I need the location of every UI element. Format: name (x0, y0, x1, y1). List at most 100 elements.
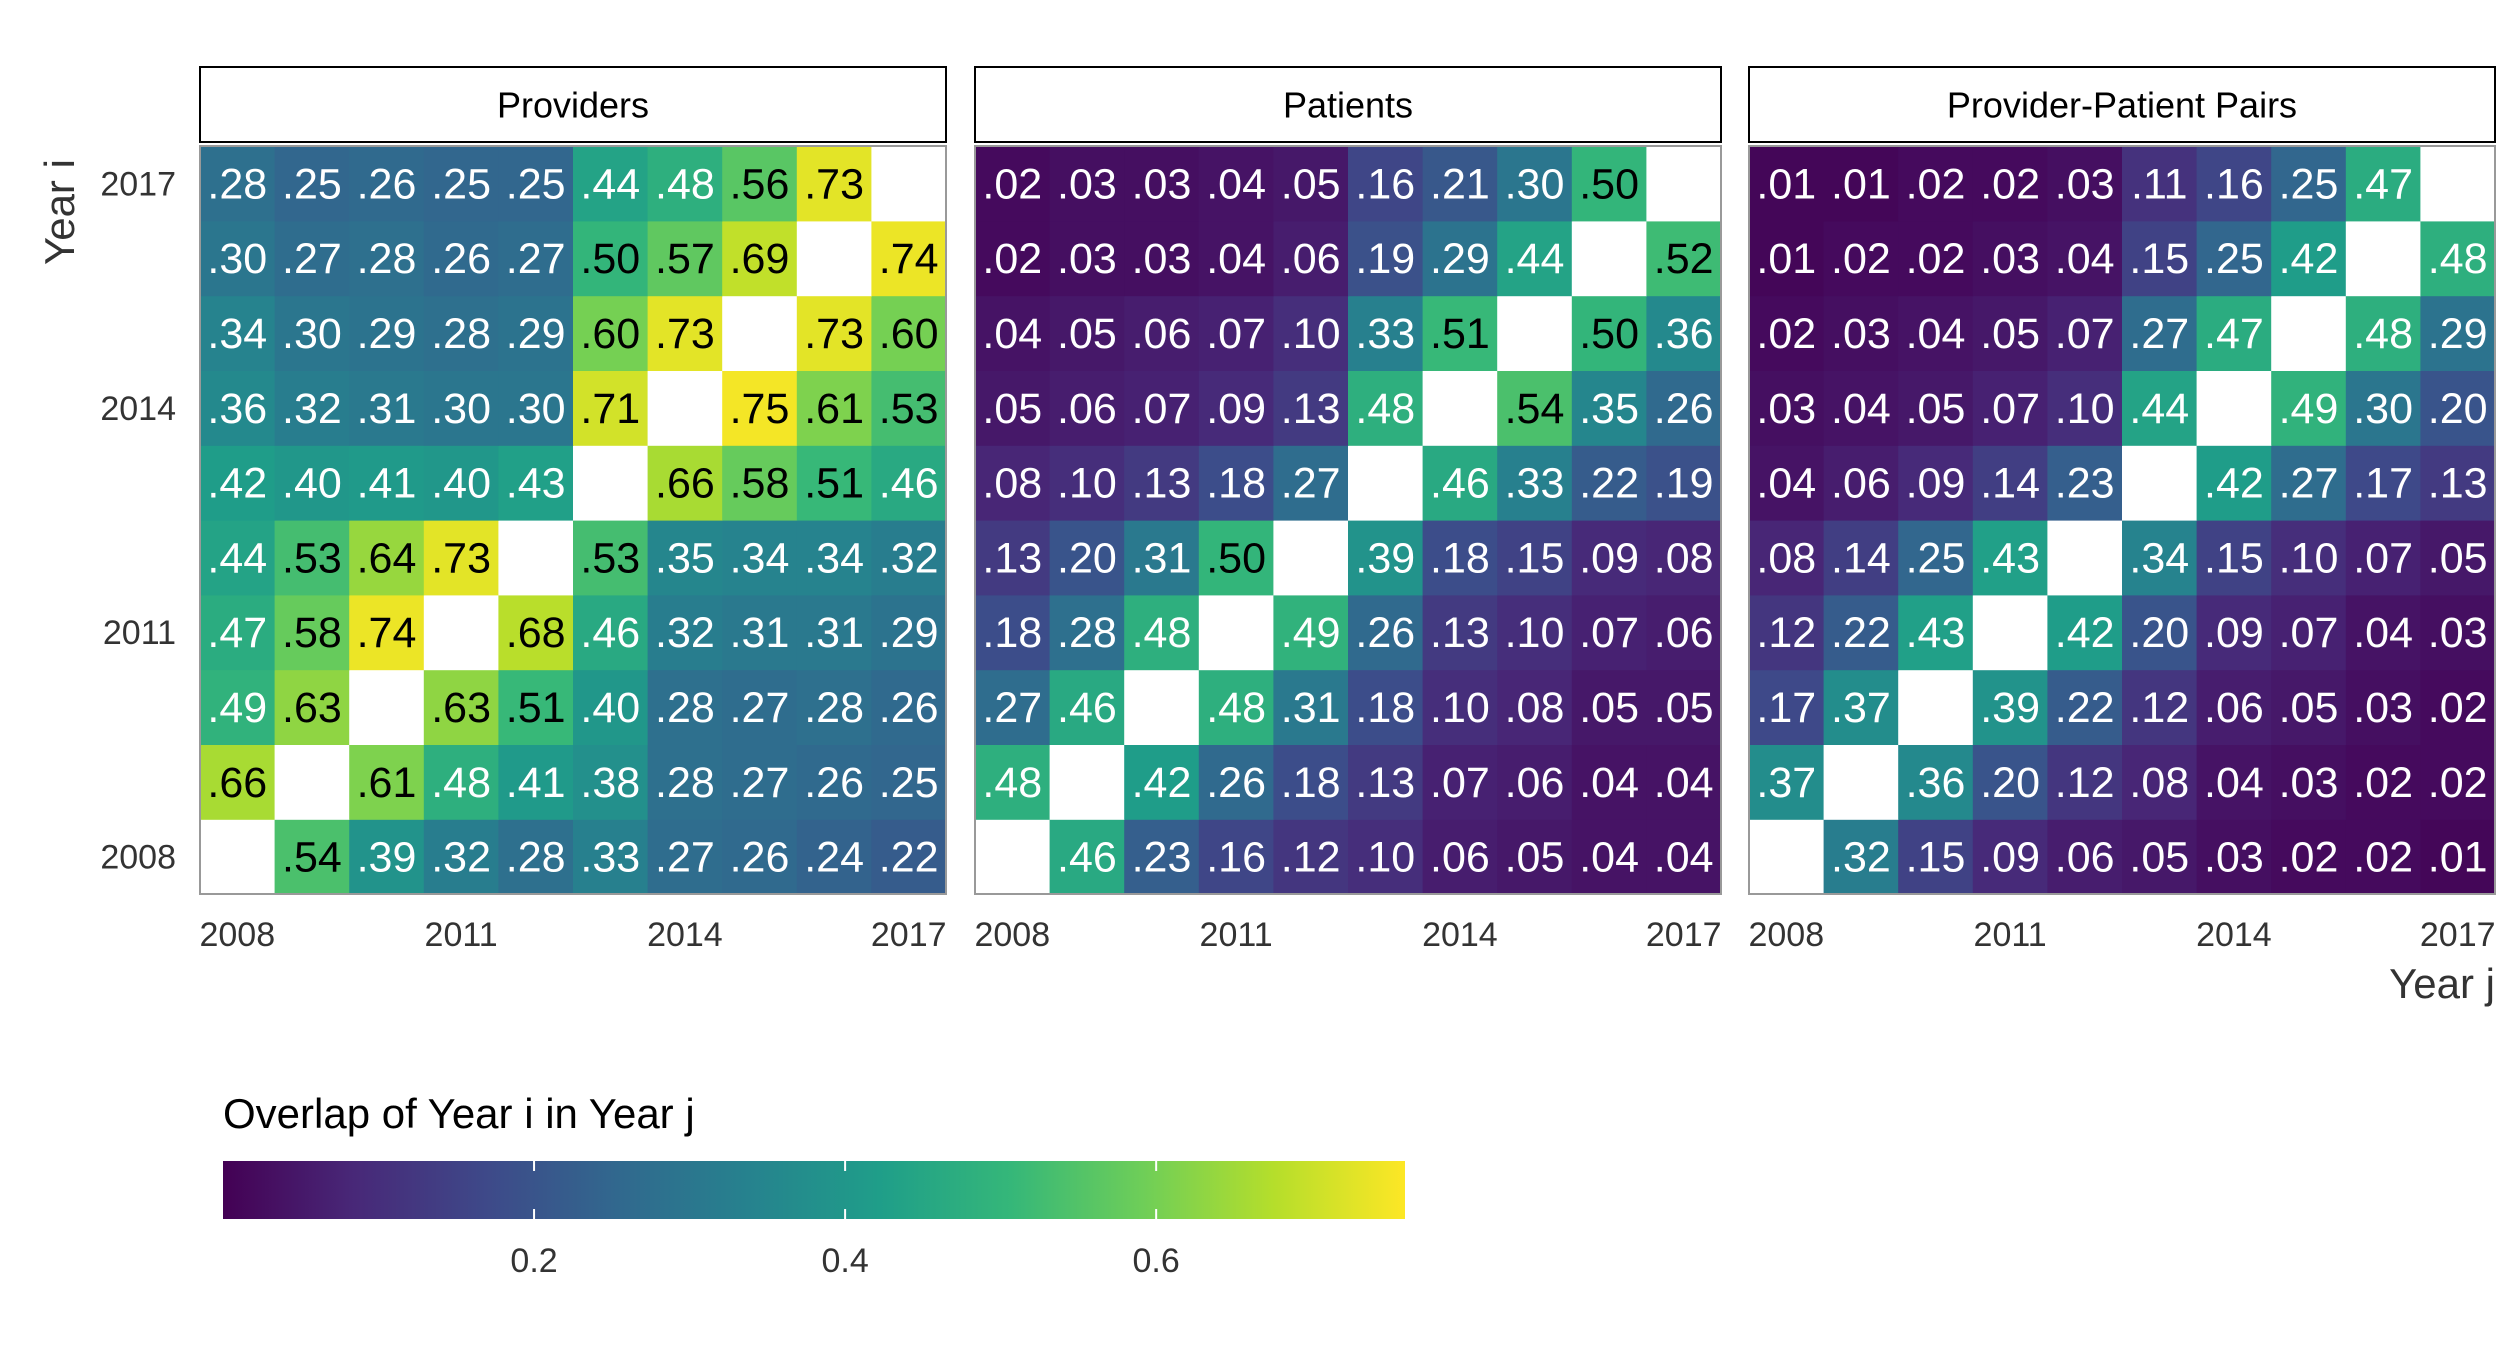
cell-label: .29 (2428, 310, 2488, 358)
cell-label: .26 (1654, 385, 1714, 433)
heatmap-cell (1273, 220, 1349, 297)
heatmap-cell (573, 295, 649, 371)
x-tick-label: 2011 (425, 916, 498, 954)
heatmap-cell (2047, 295, 2123, 371)
cell-label: .46 (1057, 834, 1117, 882)
heatmap-cell (722, 445, 798, 521)
cell-label: .44 (2129, 385, 2189, 433)
cell-label: .42 (207, 460, 267, 508)
heatmap-cell (1124, 744, 1200, 820)
heatmap-cell (1972, 669, 2048, 745)
heatmap-cell (1348, 744, 1424, 820)
cell-label: .32 (879, 534, 939, 582)
heatmap-cell (722, 370, 798, 446)
x-tick-label: 2017 (2420, 916, 2496, 954)
cell-label: .31 (730, 609, 790, 657)
cell-label: .30 (431, 385, 491, 433)
cell-label: .40 (431, 460, 491, 508)
heatmap-cell (1422, 594, 1498, 671)
heatmap-cell (1422, 669, 1498, 745)
heatmap-cell (871, 819, 947, 895)
cell-label: .13 (2428, 460, 2488, 508)
heatmap-cell (722, 819, 798, 895)
panel-title-provider-patient-pairs: Provider-Patient Pairs (1947, 85, 2297, 126)
cell-label: .25 (2279, 160, 2339, 208)
cell-label: .31 (1132, 534, 1192, 582)
cell-label: .20 (1057, 534, 1117, 582)
cell-label: .01 (2428, 834, 2488, 882)
heatmap-cell (2420, 594, 2496, 671)
heatmap-cell (1646, 295, 1722, 371)
heatmap-cell (2345, 819, 2421, 895)
heatmap-cell (349, 146, 425, 222)
heatmap-cell (2047, 220, 2123, 297)
heatmap-cell (274, 819, 350, 895)
cell-label: .28 (655, 684, 715, 732)
heatmap-cell (2271, 146, 2347, 222)
heatmap-cell (1422, 295, 1498, 371)
cell-label: .27 (982, 684, 1042, 732)
x-tick-label: 2008 (199, 916, 275, 954)
heatmap-cell (498, 445, 574, 521)
cell-label: .31 (1281, 684, 1341, 732)
cell-label: .49 (2279, 385, 2339, 433)
heatmap-cell-empty (1422, 370, 1498, 446)
heatmap-cell (975, 445, 1051, 521)
heatmap-cell (1972, 744, 2048, 820)
heatmap-cell-empty (1972, 594, 2048, 671)
heatmap-cell-empty (975, 819, 1051, 895)
cell-label: .02 (1906, 160, 1966, 208)
cell-label: .12 (1756, 609, 1816, 657)
heatmap-cell (1049, 445, 1125, 521)
cell-label: .09 (2204, 609, 2264, 657)
heatmap-cell (2420, 819, 2496, 895)
heatmap-cell (1749, 146, 1825, 222)
heatmap-cell (2122, 370, 2198, 446)
cell-label: .29 (1430, 235, 1490, 283)
cell-label: .06 (1505, 759, 1565, 807)
cell-label: .50 (1579, 160, 1639, 208)
cell-label: .75 (730, 385, 790, 433)
heatmap-cell-empty (647, 370, 723, 446)
heatmap-cell (423, 520, 499, 596)
cell-label: .48 (1355, 385, 1415, 433)
heatmap-cell (1198, 669, 1274, 745)
cell-label: .36 (207, 385, 267, 433)
heatmap-cell-empty (2420, 146, 2496, 222)
heatmap-cell (200, 669, 276, 745)
heatmap-cell (1972, 295, 2048, 371)
cell-label: .57 (655, 235, 715, 283)
cell-label: .26 (1355, 609, 1415, 657)
heatmap-cell (423, 370, 499, 446)
cell-label: .01 (1756, 160, 1816, 208)
heatmap-cell (1348, 669, 1424, 745)
heatmap-cell (2047, 146, 2123, 222)
heatmap-cell (1571, 520, 1647, 596)
heatmap-cell (1198, 146, 1274, 222)
cell-label: .13 (1355, 759, 1415, 807)
cell-label: .07 (2353, 534, 2413, 582)
cell-label: .34 (2129, 534, 2189, 582)
cell-label: .12 (2055, 759, 2115, 807)
heatmap-cell (1749, 520, 1825, 596)
cell-label: .05 (2428, 534, 2488, 582)
cell-label: .36 (1654, 310, 1714, 358)
heatmap-cell-empty (1273, 520, 1349, 596)
cell-label: .30 (1505, 160, 1565, 208)
heatmap-cell (1348, 520, 1424, 596)
cell-label: .04 (2055, 235, 2115, 283)
heatmap-cell (274, 146, 350, 222)
heatmap-cell (1422, 819, 1498, 895)
heatmap-cell (1646, 445, 1722, 521)
heatmap-cell (2420, 520, 2496, 596)
heatmap-cell (274, 445, 350, 521)
heatmap-cell (1749, 445, 1825, 521)
cell-label: .58 (730, 460, 790, 508)
cell-label: .32 (655, 609, 715, 657)
heatmap-cell (1124, 220, 1200, 297)
cell-label: .02 (2353, 834, 2413, 882)
heatmap-cell (647, 146, 723, 222)
cell-label: .02 (982, 160, 1042, 208)
heatmap-cell (1348, 220, 1424, 297)
heatmap-cell (2047, 370, 2123, 446)
